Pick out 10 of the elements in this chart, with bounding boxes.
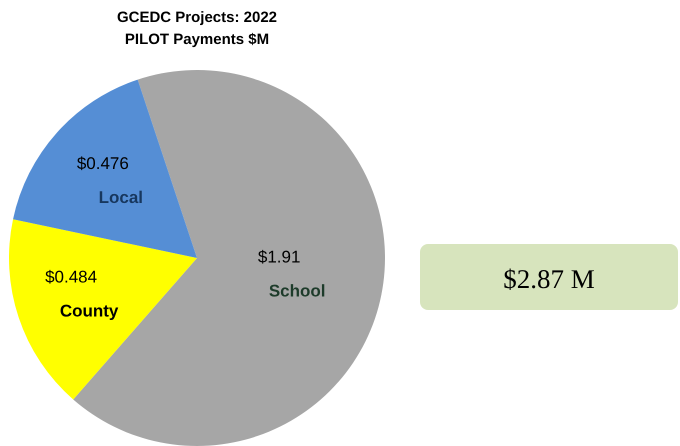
pie-slice (13, 80, 197, 258)
pie-slice (9, 219, 197, 400)
data-label: $0.484 (45, 268, 98, 287)
data-label: $0.476 (76, 154, 129, 173)
chart-title: GCEDC Projects: 2022 PILOT Payments $M (116, 9, 278, 48)
slice-label: Local (98, 188, 144, 207)
text-card: $2.87 M (420, 244, 678, 310)
slice-label: School (268, 282, 326, 301)
slice-label: County (60, 302, 119, 321)
data-label: $1.91 (258, 248, 300, 267)
